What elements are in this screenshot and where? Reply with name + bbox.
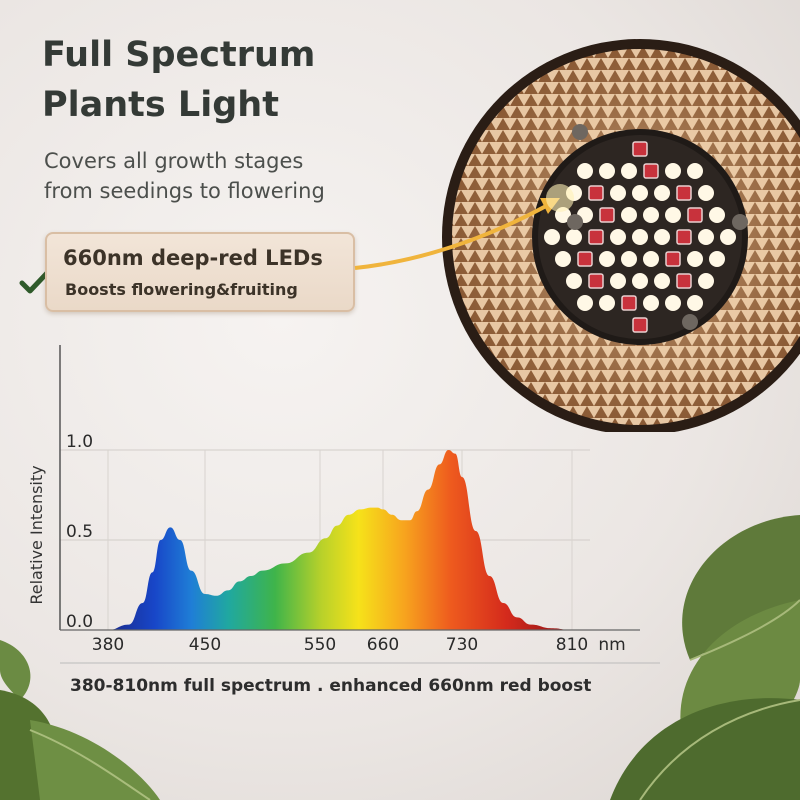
red-led	[643, 163, 659, 179]
white-led	[577, 163, 593, 179]
white-led	[599, 251, 615, 267]
x-tick-label: 730	[446, 635, 478, 655]
white-led	[665, 295, 681, 311]
white-led	[610, 185, 626, 201]
white-led	[621, 163, 637, 179]
red-led	[588, 273, 604, 289]
white-led	[566, 185, 582, 201]
x-tick-label: 380	[92, 635, 124, 655]
page-title: Full Spectrum Plants Light	[42, 30, 315, 130]
white-led	[709, 207, 725, 223]
red-led	[676, 273, 692, 289]
white-led	[555, 251, 571, 267]
white-led	[665, 163, 681, 179]
y-tick-label: 0.0	[66, 612, 93, 632]
callout-detail: Boosts flowering&fruiting	[65, 280, 298, 299]
red-led	[665, 251, 681, 267]
white-led	[599, 295, 615, 311]
feature-callout: 660nm deep-red LEDs Boosts flowering&fru…	[45, 232, 355, 312]
white-led	[632, 185, 648, 201]
x-tick-label: 550	[304, 635, 336, 655]
red-led	[577, 251, 593, 267]
white-led	[610, 273, 626, 289]
title-line-1: Full Spectrum	[42, 35, 316, 75]
y-axis-label: Relative Intensity	[27, 465, 46, 604]
white-led	[643, 251, 659, 267]
y-tick-label: 1.0	[66, 432, 93, 452]
x-tick-label: 450	[189, 635, 221, 655]
red-led	[676, 229, 692, 245]
white-led	[643, 295, 659, 311]
red-led	[687, 207, 703, 223]
white-led	[687, 251, 703, 267]
white-led	[610, 229, 626, 245]
x-tick-label: 660	[367, 635, 399, 655]
white-led	[599, 163, 615, 179]
subtitle-line-2: from seedings to flowering	[44, 179, 325, 203]
red-led	[632, 317, 648, 333]
title-line-2: Plants Light	[42, 85, 279, 125]
spectrum-chart: Relative Intensity 380 450 550 660 730 810 nm 0…	[27, 345, 660, 664]
white-led	[566, 229, 582, 245]
subtitle-line-1: Covers all growth stages	[44, 149, 304, 173]
x-unit-label: nm	[598, 635, 625, 655]
x-tick-label: 810	[556, 635, 588, 655]
spectrum-curve	[108, 450, 572, 630]
white-led	[654, 185, 670, 201]
white-led	[654, 273, 670, 289]
check-icon	[19, 270, 50, 294]
subtitle: Covers all growth stages from seedings t…	[44, 146, 325, 206]
red-led	[588, 185, 604, 201]
chart-caption: 380-810nm full spectrum . enhanced 660nm…	[70, 676, 592, 696]
white-led	[566, 273, 582, 289]
red-led	[676, 185, 692, 201]
red-led	[632, 141, 648, 157]
grow-light-lamp-image	[442, 39, 800, 432]
white-led	[698, 185, 714, 201]
white-led	[654, 229, 670, 245]
white-led	[698, 229, 714, 245]
white-led	[720, 229, 736, 245]
white-led	[665, 207, 681, 223]
callout-heading: 660nm deep-red LEDs	[63, 246, 323, 270]
y-tick-label: 0.5	[66, 522, 93, 542]
white-led	[687, 295, 703, 311]
white-led	[577, 295, 593, 311]
white-led	[643, 207, 659, 223]
red-led	[588, 229, 604, 245]
white-led	[632, 229, 648, 245]
white-led	[687, 163, 703, 179]
red-led	[621, 295, 637, 311]
white-led	[698, 273, 714, 289]
white-led	[621, 207, 637, 223]
white-led	[621, 251, 637, 267]
white-led	[544, 229, 560, 245]
white-led	[632, 273, 648, 289]
white-led	[709, 251, 725, 267]
red-led	[599, 207, 615, 223]
